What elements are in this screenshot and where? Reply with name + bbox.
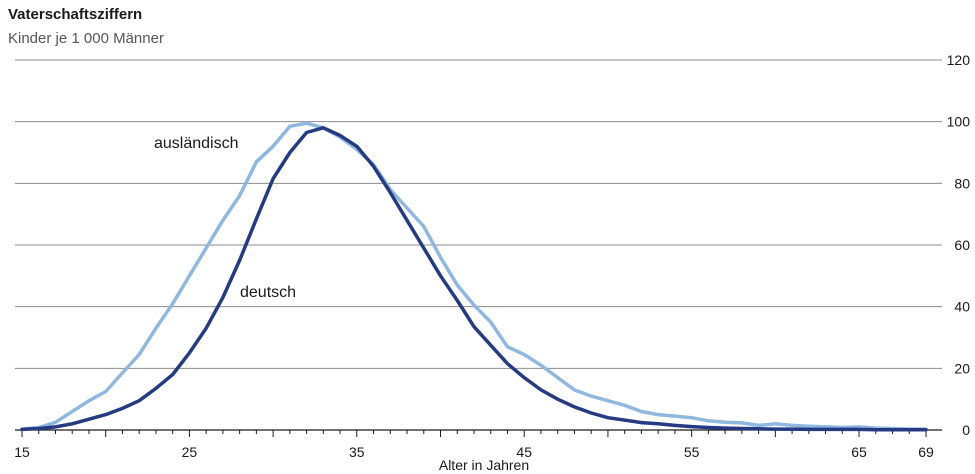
series-label-deutsch: deutsch: [240, 284, 296, 301]
chart-title: Vaterschaftsziffern: [8, 6, 143, 23]
gridlines: [15, 59, 942, 431]
x-tick-label: 15: [14, 444, 30, 460]
series-label-auslaendisch: ausländisch: [154, 135, 239, 152]
series-lines: [20, 121, 928, 432]
y-tick-label: 40: [954, 299, 970, 315]
chart-subtitle: Kinder je 1 000 Männer: [8, 30, 164, 47]
x-tick-label: 25: [182, 444, 198, 460]
axes: 0 20 40 60 80 100 120 15 25 35 45 55 65 69: [14, 52, 970, 460]
series-line-1: [20, 126, 928, 432]
series-line-0: [20, 121, 928, 431]
x-tick-label: 55: [684, 444, 700, 460]
x-axis-label: Alter in Jahren: [439, 457, 529, 473]
y-tick-label: 80: [954, 175, 970, 191]
x-tick-label: 65: [851, 444, 867, 460]
y-tick-label: 100: [947, 114, 971, 130]
x-tick-label: 69: [918, 444, 934, 460]
y-tick-label: 20: [954, 360, 970, 376]
x-tick-label: 45: [516, 444, 532, 460]
x-tick-label: 35: [349, 444, 365, 460]
y-tick-label: 60: [954, 237, 970, 253]
y-tick-label: 120: [947, 52, 971, 68]
y-tick-label: 0: [962, 422, 970, 438]
